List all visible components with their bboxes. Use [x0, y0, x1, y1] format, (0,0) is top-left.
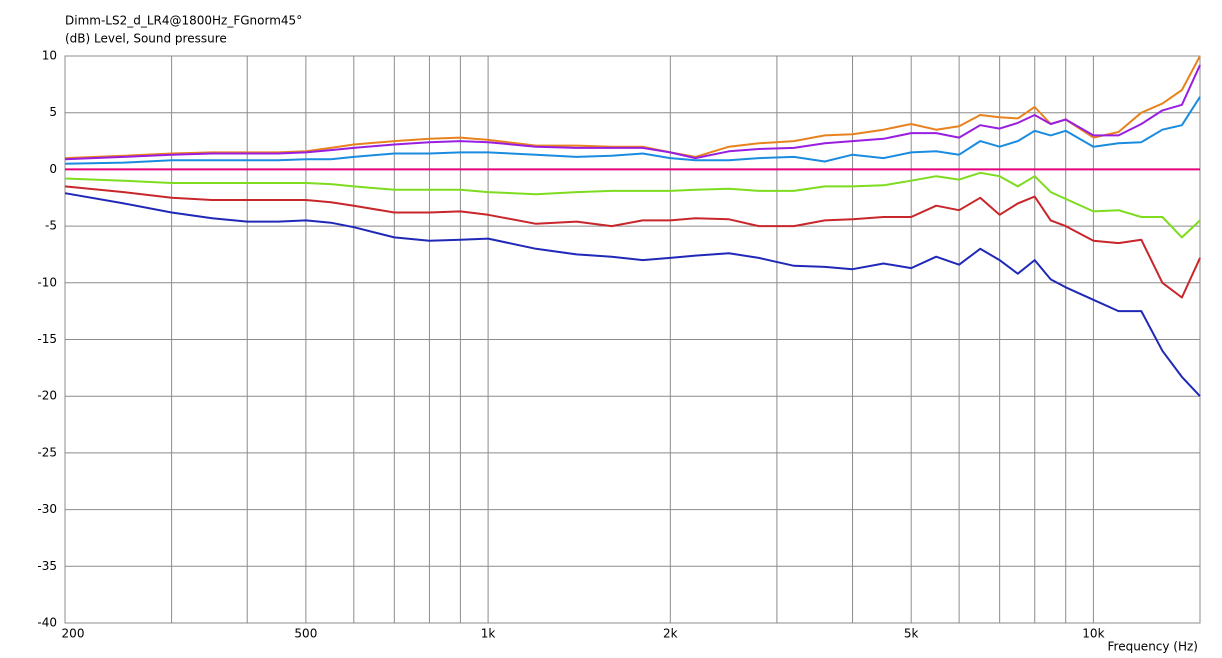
- series-line: [64, 185, 1201, 299]
- x-tick-label: 10k: [1082, 627, 1104, 641]
- x-tick-label: 1k: [481, 627, 496, 641]
- y-tick-label: -40: [37, 616, 57, 630]
- series-line: [64, 55, 1201, 160]
- y-tick-label: -25: [37, 445, 57, 459]
- y-tick-label: -35: [37, 559, 57, 573]
- series-line: [64, 171, 1201, 239]
- y-tick-label: 0: [49, 162, 57, 176]
- x-tick-label: 500: [294, 627, 317, 641]
- y-tick-label: 5: [49, 105, 57, 119]
- y-tick-label: -10: [37, 275, 57, 289]
- series-line: [64, 96, 1201, 165]
- y-tick-label: -5: [45, 219, 57, 233]
- series-line: [64, 192, 1201, 397]
- y-tick-label: -20: [37, 389, 57, 403]
- plot-frame: [64, 55, 1201, 624]
- y-tick-label: 10: [42, 49, 57, 63]
- x-tick-label: 5k: [904, 627, 919, 641]
- y-tick-label: -15: [37, 332, 57, 346]
- y-axis-title: (dB) Level, Sound pressure: [65, 32, 227, 46]
- y-tick-label: -30: [37, 502, 57, 516]
- chart-title: Dimm-LS2_d_LR4@1800Hz_FGnorm45°: [65, 14, 302, 28]
- x-tick-label: 2k: [663, 627, 678, 641]
- x-tick-label: 200: [62, 627, 85, 641]
- x-axis-title: Frequency (Hz): [1108, 640, 1199, 654]
- series-line: [64, 64, 1201, 161]
